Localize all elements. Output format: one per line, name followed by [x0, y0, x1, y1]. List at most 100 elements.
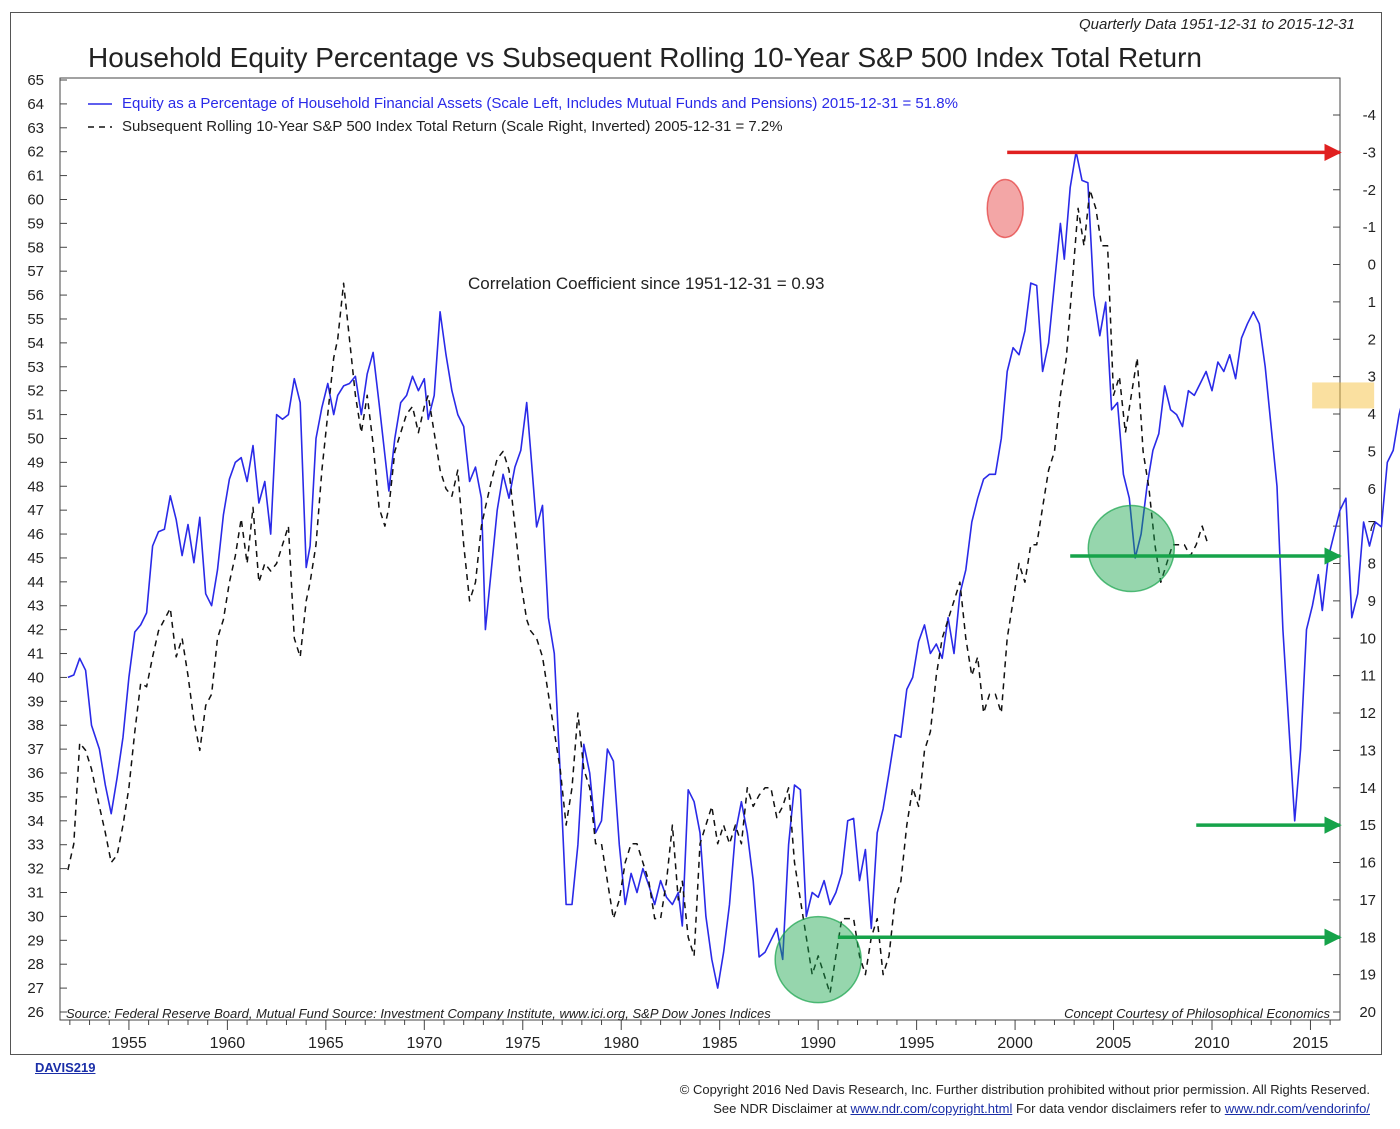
left-tick-label: 42	[27, 622, 44, 639]
right-tick-label: 2	[1368, 331, 1376, 348]
x-tick-label: 1975	[505, 1035, 541, 1052]
left-tick-label: 28	[27, 956, 44, 973]
left-tick-label: 55	[27, 311, 44, 328]
x-tick-label: 1960	[210, 1035, 246, 1052]
left-tick-label: 63	[27, 120, 44, 137]
markers-layer	[774, 143, 1375, 1004]
left-tick-label: 51	[27, 407, 44, 424]
x-tick-label: 1955	[111, 1035, 147, 1052]
x-tick-label: 1995	[899, 1035, 935, 1052]
left-tick-label: 57	[27, 263, 44, 280]
right-tick-label: 16	[1359, 855, 1376, 872]
right-tick-label: 19	[1359, 967, 1376, 984]
x-tick-label: 2015	[1293, 1035, 1329, 1052]
right-tick-label: 5	[1368, 443, 1376, 460]
return-series-line	[67, 189, 1209, 995]
left-tick-label: 29	[27, 932, 44, 949]
left-tick-label: 34	[27, 813, 44, 830]
right-tick-label: -3	[1363, 144, 1376, 161]
chart-title: Household Equity Percentage vs Subsequen…	[88, 42, 1202, 73]
right-tick-label: 14	[1359, 780, 1376, 797]
left-tick-label: 43	[27, 598, 44, 615]
right-tick-label: 11	[1360, 668, 1376, 685]
left-tick-label: 61	[27, 168, 44, 185]
green-trough-circle	[774, 915, 862, 1004]
left-tick-label: 31	[27, 885, 44, 902]
left-tick-label: 49	[27, 454, 44, 471]
left-tick-label: 37	[27, 741, 44, 758]
left-tick-label: 64	[27, 96, 44, 113]
disclaimer-text: See NDR Disclaimer at www.ndr.com/copyri…	[680, 1099, 1370, 1118]
legend-item-return: Subsequent Rolling 10-Year S&P 500 Index…	[88, 115, 958, 138]
x-tick-label: 1965	[308, 1035, 344, 1052]
legend-label-equity: Equity as a Percentage of Household Fina…	[122, 95, 958, 112]
left-tick-label: 48	[27, 478, 44, 495]
credit-note: Concept Courtesy of Philosophical Econom…	[1064, 1006, 1330, 1021]
source-note: Source: Federal Reserve Board, Mutual Fu…	[66, 1006, 771, 1021]
lines-layer	[67, 150, 1400, 995]
right-tick-label: 10	[1359, 630, 1376, 647]
right-tick-label: 1	[1368, 294, 1376, 311]
left-tick-label: 52	[27, 383, 44, 400]
left-tick-label: 50	[27, 430, 44, 447]
left-tick-label: 32	[27, 861, 44, 878]
x-tick-label: 2005	[1096, 1035, 1132, 1052]
legend-label-return: Subsequent Rolling 10-Year S&P 500 Index…	[122, 118, 783, 135]
disclaimer-prefix: See NDR Disclaimer at	[713, 1101, 851, 1116]
chart-id-link[interactable]: DAVIS219	[35, 1060, 96, 1075]
x-tick-label: 1970	[407, 1035, 443, 1052]
right-tick-label: 17	[1359, 892, 1376, 909]
left-tick-label: 27	[27, 980, 44, 997]
left-tick-label: 56	[27, 287, 44, 304]
left-tick-label: 44	[27, 574, 44, 591]
left-tick-label: 41	[27, 646, 44, 663]
right-tick-label: 0	[1368, 257, 1376, 274]
left-tick-label: 30	[27, 908, 44, 925]
left-tick-label: 40	[27, 669, 44, 686]
left-tick-label: 65	[27, 72, 44, 89]
left-tick-label: 54	[27, 335, 44, 352]
right-tick-label: -4	[1363, 107, 1376, 124]
vendor-info-link[interactable]: www.ndr.com/vendorinfo/	[1224, 1101, 1370, 1116]
correlation-annotation: Correlation Coefficient since 1951-12-31…	[468, 274, 825, 293]
right-tick-label: 15	[1359, 817, 1376, 834]
left-tick-label: 59	[27, 215, 44, 232]
x-tick-label: 1985	[702, 1035, 738, 1052]
legend-item-equity: Equity as a Percentage of Household Fina…	[88, 92, 958, 115]
date-range-label: Quarterly Data 1951-12-31 to 2015-12-31	[1078, 16, 1355, 33]
right-tick-label: 13	[1359, 742, 1376, 759]
left-tick-label: 35	[27, 789, 44, 806]
legend-solid-line-icon	[88, 102, 112, 105]
copyright-text: © Copyright 2016 Ned Davis Research, Inc…	[679, 1082, 1370, 1097]
legend: Equity as a Percentage of Household Fina…	[88, 92, 958, 138]
axes-layer: 2627282930313233343536373839404142434445…	[27, 72, 1376, 1052]
left-tick-label: 60	[27, 191, 44, 208]
right-tick-label: -2	[1363, 182, 1376, 199]
left-tick-label: 36	[27, 765, 44, 782]
right-tick-label: -1	[1363, 219, 1376, 236]
copyright-block: © Copyright 2016 Ned Davis Research, Inc…	[680, 1080, 1370, 1118]
right-tick-label: 18	[1359, 929, 1376, 946]
left-tick-label: 39	[27, 693, 44, 710]
red-peak-circle	[986, 178, 1024, 239]
right-tick-label: 4	[1368, 406, 1376, 423]
equity-series-line	[67, 150, 1400, 989]
x-tick-label: 1990	[800, 1035, 836, 1052]
left-tick-label: 46	[27, 526, 44, 543]
right-tick-label: 20	[1359, 1004, 1376, 1021]
green-trough-circle	[1087, 504, 1176, 593]
left-tick-label: 33	[27, 837, 44, 854]
left-tick-label: 47	[27, 502, 44, 519]
chart-frame	[10, 12, 1382, 1055]
legend-dashed-line-icon	[88, 125, 112, 128]
left-tick-label: 62	[27, 144, 44, 161]
right-tick-label: 6	[1368, 481, 1376, 498]
left-tick-label: 38	[27, 717, 44, 734]
right-tick-label: 7	[1368, 518, 1376, 535]
right-tick-label: 8	[1368, 556, 1376, 573]
left-tick-label: 45	[27, 550, 44, 567]
copyright-link[interactable]: www.ndr.com/copyright.html	[850, 1101, 1013, 1116]
left-tick-label: 58	[27, 239, 44, 256]
x-tick-label: 1980	[603, 1035, 639, 1052]
right-tick-label: 9	[1368, 593, 1376, 610]
